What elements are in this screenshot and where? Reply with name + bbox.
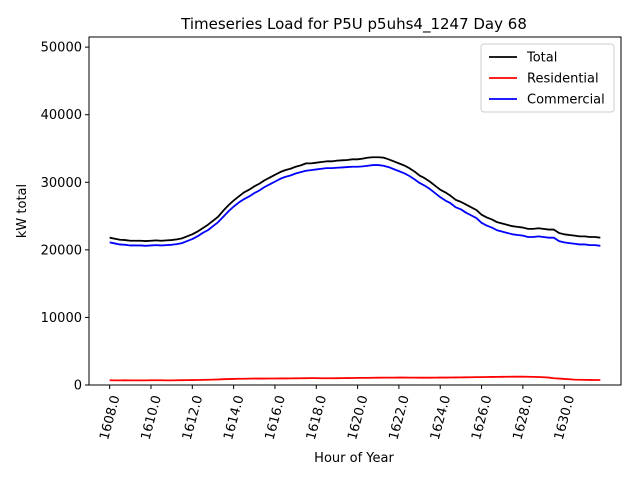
legend-label-commercial: Commercial bbox=[527, 93, 605, 108]
series-lines bbox=[109, 156, 601, 382]
y-tick-label: 30000 bbox=[41, 176, 82, 191]
legend-label-residential: Residential bbox=[527, 72, 599, 87]
chart-title: Timeseries Load for P5U p5uhs4_1247 Day … bbox=[180, 15, 527, 34]
y-tick-label: 50000 bbox=[41, 41, 82, 56]
legend-box bbox=[480, 43, 615, 113]
y-tick-label: 40000 bbox=[41, 108, 82, 123]
legend: Total Residential Commercial bbox=[480, 43, 615, 113]
axes-frame bbox=[88, 36, 622, 386]
series-line-commercial bbox=[109, 164, 601, 247]
series-line-residential bbox=[109, 375, 601, 382]
y-axis-label: kW total bbox=[15, 184, 30, 238]
legend-label-total: Total bbox=[526, 51, 557, 66]
y-tick-label: 0 bbox=[74, 379, 82, 394]
plot-area bbox=[88, 36, 622, 386]
x-axis-label: Hour of Year bbox=[314, 451, 394, 466]
y-tick-label: 20000 bbox=[41, 243, 82, 258]
series-line-total bbox=[109, 156, 601, 242]
y-tick-label: 10000 bbox=[41, 311, 82, 326]
y-axis: 0 10000 20000 30000 40000 50000 bbox=[41, 41, 89, 394]
